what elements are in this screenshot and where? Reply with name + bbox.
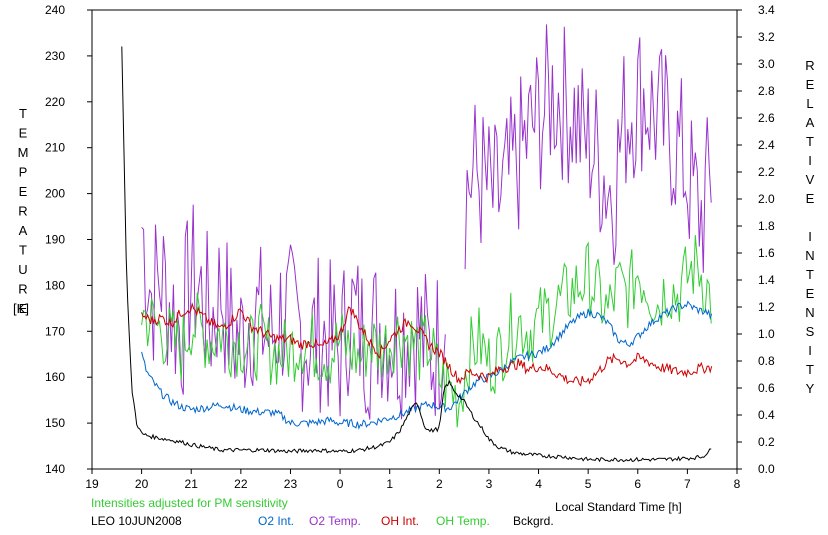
y-left-tick-label: 150 (45, 416, 65, 430)
y-left-tick-label: 170 (45, 324, 65, 338)
y-left-title-letter: R (18, 282, 27, 297)
x-tick-label: 21 (185, 477, 199, 491)
y-left-title-letter: T (19, 106, 27, 121)
y-left-tick-label: 140 (45, 462, 65, 476)
y-left-tick-label: 210 (45, 141, 65, 155)
y-right-title-letter: E (806, 191, 815, 206)
series-line-o2-temp (464, 24, 712, 273)
y-right-tick-label: 3.2 (758, 30, 775, 44)
series-line-o2-int (141, 300, 713, 430)
y-right-title-letter: I (808, 343, 812, 358)
y-left-tick-label: 200 (45, 187, 65, 201)
y-right-tick-label: 3.4 (758, 3, 775, 17)
y-left-title-letter: A (19, 223, 28, 238)
legend-item-o2-temp: O2 Temp. (309, 514, 361, 528)
x-tick-label: 5 (585, 477, 592, 491)
series-line-oh-int (141, 302, 713, 387)
x-tick-label: 1 (386, 477, 393, 491)
y-left-title-letter: E (19, 301, 28, 316)
x-tick-label: 22 (234, 477, 248, 491)
x-tick-label: 7 (684, 477, 691, 491)
y-left-tick-label: 220 (45, 95, 65, 109)
y-right-title-letter: L (806, 96, 813, 111)
y-left-title-letter: M (18, 145, 29, 160)
legend-item-o2-int: O2 Int. (258, 514, 295, 528)
x-tick-label: 2 (436, 477, 443, 491)
x-tick-label: 20 (135, 477, 149, 491)
y-right-tick-label: 0.8 (758, 354, 775, 368)
legend-item-oh-temp: OH Temp. (436, 514, 490, 528)
station-label: LEO 10JUN2008 (91, 514, 182, 528)
y-right-title-letter: S (806, 324, 815, 339)
y-left-tick-label: 160 (45, 370, 65, 384)
x-tick-label: 23 (284, 477, 298, 491)
x-tick-label: 6 (634, 477, 641, 491)
y-right-tick-label: 1.2 (758, 300, 775, 314)
y-right-tick-label: 1.0 (758, 327, 775, 341)
y-right-title-letter: I (808, 153, 812, 168)
y-right-tick-label: 2.2 (758, 165, 775, 179)
y-right-tick-label: 2.6 (758, 111, 775, 125)
x-tick-label: 4 (535, 477, 542, 491)
y-right-title-letter: E (806, 286, 815, 301)
y-right-title-letter: N (805, 305, 814, 320)
y-right-tick-label: 2.0 (758, 192, 775, 206)
x-tick-label: 19 (85, 477, 99, 491)
y-right-title-letter: Y (806, 381, 815, 396)
y-right-tick-label: 0.2 (758, 435, 775, 449)
x-tick-label: 8 (734, 477, 741, 491)
pm-sensitivity-note: Intensities adjusted for PM sensitivity (91, 496, 288, 510)
legend-item-oh-int: OH Int. (381, 514, 420, 528)
y-left-title-letter: T (19, 243, 27, 258)
y-left-tick-label: 240 (45, 3, 65, 17)
y-right-title-letter: E (806, 77, 815, 92)
y-left-tick-label: 190 (45, 233, 65, 247)
y-right-title-letter: A (806, 115, 815, 130)
y-left-title-letter: R (18, 204, 27, 219)
x-axis-title: Local Standard Time [h] (555, 500, 682, 514)
y-right-title-letter: I (808, 229, 812, 244)
y-right-title-letter: T (806, 362, 814, 377)
y-left-title-letter: E (19, 184, 28, 199)
series-line-bckgrd (121, 46, 712, 463)
series-line-oh-temp (141, 235, 712, 428)
y-left-title-letter: U (18, 262, 27, 277)
y-left-title-letter: E (19, 126, 28, 141)
y-left-tick-label: 230 (45, 49, 65, 63)
y-right-tick-label: 1.6 (758, 246, 775, 260)
y-right-tick-label: 0.4 (758, 408, 775, 422)
y-left-title-letter: P (19, 165, 28, 180)
x-tick-label: 3 (486, 477, 493, 491)
series-line-o2-temp (141, 204, 446, 420)
y-right-tick-label: 0.0 (758, 462, 775, 476)
y-right-tick-label: 3.0 (758, 57, 775, 71)
y-right-tick-label: 2.4 (758, 138, 775, 152)
y-right-tick-label: 2.8 (758, 84, 775, 98)
y-left-unit: [K] (13, 301, 29, 316)
y-right-title-letter: T (806, 267, 814, 282)
y-right-title-letter: N (805, 248, 814, 263)
x-tick-label: 0 (337, 477, 344, 491)
y-right-tick-label: 1.4 (758, 273, 775, 287)
y-right-tick-label: 1.8 (758, 219, 775, 233)
y-right-tick-label: 0.6 (758, 381, 775, 395)
y-left-tick-label: 180 (45, 278, 65, 292)
legend-item-bckgrd: Bckgrd. (513, 514, 554, 528)
y-right-title-letter: V (806, 172, 815, 187)
y-right-title-letter: T (806, 134, 814, 149)
y-right-title-letter: R (805, 58, 814, 73)
